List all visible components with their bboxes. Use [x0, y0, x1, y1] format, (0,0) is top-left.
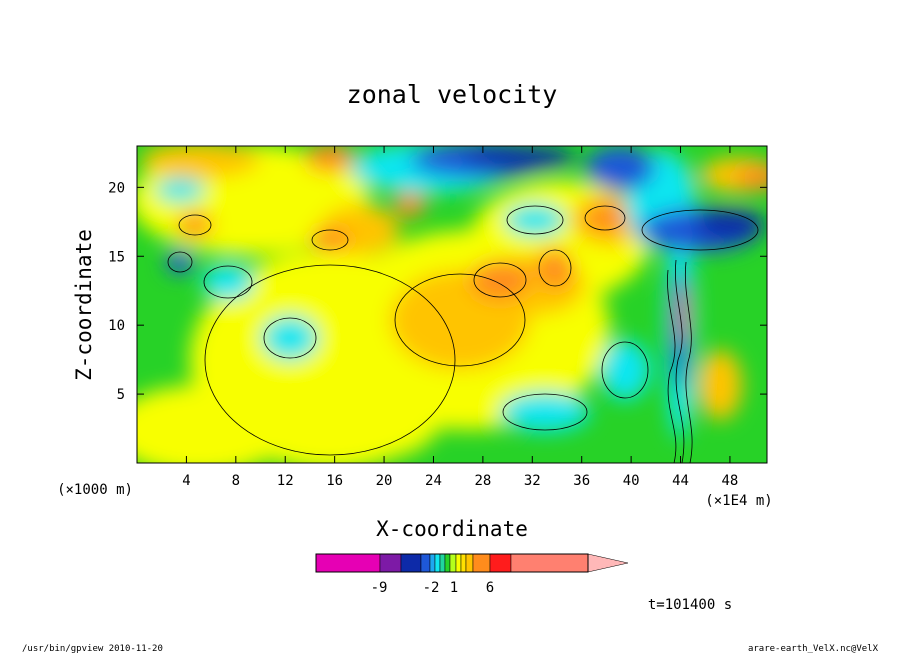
field-patch [166, 250, 194, 274]
field-patch [394, 193, 426, 217]
field-patch [300, 380, 440, 460]
field-patch [465, 146, 575, 170]
x-axis-scale-note: (×1E4 m) [705, 493, 772, 509]
x-tick-label: 20 [376, 473, 393, 489]
colorbar-tick-label: -9 [371, 580, 388, 596]
x-axis-label: X-coordinate [376, 517, 528, 541]
colorbar [315, 553, 629, 573]
contour-line [167, 251, 193, 273]
x-tick-label: 28 [474, 473, 491, 489]
contour-line [506, 205, 564, 235]
colorbar-frame [315, 553, 589, 573]
colorbar-segment [315, 553, 381, 573]
field-patch [583, 204, 627, 232]
contour-line [502, 393, 588, 431]
velocity-field [137, 146, 767, 463]
y-axis-label: Z-coordinate [72, 229, 96, 381]
colorbar-tick-label: -2 [423, 580, 440, 596]
x-tick-label: 12 [277, 473, 294, 489]
field-patch [140, 146, 260, 178]
field-patch [505, 204, 565, 236]
x-tick-label: 44 [672, 473, 689, 489]
time-stamp: t=101400 s [648, 597, 732, 613]
field-patch [305, 146, 355, 172]
y-tick-label: 20 [108, 180, 125, 196]
contour-line [675, 259, 685, 463]
colorbar-segment [444, 553, 451, 573]
contour-line [178, 214, 212, 236]
field-patch [600, 340, 650, 400]
contour-line [394, 273, 526, 367]
field-patch [698, 350, 742, 420]
x-tick-label: 32 [524, 473, 541, 489]
contour-line [667, 269, 677, 463]
colorbar-segment [465, 553, 474, 573]
x-tick-label: 36 [573, 473, 590, 489]
field-patch [202, 264, 254, 300]
colorbar-segment [449, 553, 457, 573]
contour-line [263, 317, 317, 359]
x-tick-label: 48 [722, 473, 739, 489]
field-patch [137, 385, 290, 463]
colorbar-segment [455, 553, 462, 573]
contour-lines [167, 205, 759, 463]
chart-title: zonal velocity [347, 80, 558, 109]
field-patch [310, 228, 350, 252]
field-patch [155, 178, 205, 202]
colorbar-arrow [587, 553, 629, 573]
footer-left: /usr/bin/gpview 2010-11-20 [22, 644, 163, 654]
contour-line [473, 262, 527, 298]
contour-line [601, 341, 649, 399]
colorbar-tick-label: 1 [450, 580, 458, 596]
colorbar-segment [510, 553, 589, 573]
colorbar-segment [460, 553, 467, 573]
x-tick-label: 8 [232, 473, 240, 489]
x-tick-label: 24 [425, 473, 442, 489]
contour-line [204, 264, 456, 456]
x-tick-label: 4 [182, 473, 190, 489]
footer-right: arare-earth_VelX.nc@VelX [748, 644, 879, 654]
field-patch [537, 248, 573, 288]
plot-frame [136, 145, 768, 464]
colorbar-tick-label: 6 [486, 580, 494, 596]
y-tick-label: 10 [108, 318, 125, 334]
field-patch [735, 166, 767, 190]
plot-area [137, 146, 767, 463]
colorbar-tick-labels: -9 -2 1 6 [371, 580, 495, 596]
x-tick-label: 16 [326, 473, 343, 489]
x-axis-unit: (×1000 m) [57, 482, 133, 498]
y-tick-label: 5 [117, 387, 125, 403]
contour-line [538, 249, 572, 287]
colorbar-segment [439, 553, 446, 573]
colorbar-segment [434, 553, 441, 573]
contour-line [203, 265, 253, 299]
field-patch [262, 316, 318, 360]
field-patch [470, 260, 530, 300]
y-axis-ticks: 5 10 15 20 [108, 180, 767, 403]
contour-line [641, 209, 759, 251]
field-patch [695, 209, 765, 241]
contour-line [311, 229, 349, 251]
x-tick-label: 40 [623, 473, 640, 489]
field-patch [500, 392, 590, 432]
colorbar-segment [379, 553, 402, 573]
x-axis-ticks: 4 8 12 16 20 24 28 32 36 40 44 48 [182, 146, 738, 489]
colorbar-segment [420, 553, 431, 573]
colorbar-segment [429, 553, 436, 573]
colorbar-segment [472, 553, 491, 573]
field-patch [585, 146, 655, 190]
contour-line [684, 261, 693, 463]
colorbar-segment [489, 553, 512, 573]
colorbar-segment [400, 553, 422, 573]
field-patch [177, 213, 213, 237]
y-tick-label: 15 [108, 249, 125, 265]
contour-line [584, 205, 626, 231]
